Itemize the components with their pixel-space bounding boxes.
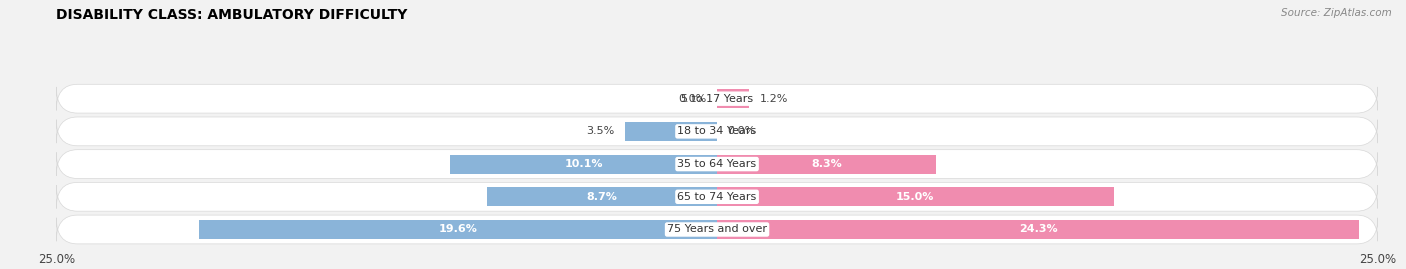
Bar bbox=[717, 187, 1114, 206]
Text: 0.0%: 0.0% bbox=[728, 126, 756, 136]
Bar bbox=[717, 89, 749, 108]
Text: 65 to 74 Years: 65 to 74 Years bbox=[678, 192, 756, 202]
Text: 3.5%: 3.5% bbox=[586, 126, 614, 136]
Bar bbox=[200, 220, 717, 239]
Text: 8.3%: 8.3% bbox=[811, 159, 842, 169]
Text: 35 to 64 Years: 35 to 64 Years bbox=[678, 159, 756, 169]
Bar bbox=[486, 187, 717, 206]
FancyBboxPatch shape bbox=[56, 182, 1378, 211]
Bar bbox=[717, 220, 1360, 239]
Text: 18 to 34 Years: 18 to 34 Years bbox=[678, 126, 756, 136]
FancyBboxPatch shape bbox=[56, 117, 1378, 146]
Text: 15.0%: 15.0% bbox=[896, 192, 935, 202]
FancyBboxPatch shape bbox=[56, 84, 1378, 113]
Text: 1.2%: 1.2% bbox=[759, 94, 787, 104]
FancyBboxPatch shape bbox=[56, 150, 1378, 178]
Text: 8.7%: 8.7% bbox=[586, 192, 617, 202]
Text: DISABILITY CLASS: AMBULATORY DIFFICULTY: DISABILITY CLASS: AMBULATORY DIFFICULTY bbox=[56, 8, 408, 22]
Text: 24.3%: 24.3% bbox=[1019, 225, 1057, 235]
Bar bbox=[624, 122, 717, 141]
Text: 0.0%: 0.0% bbox=[678, 94, 706, 104]
Text: 5 to 17 Years: 5 to 17 Years bbox=[681, 94, 754, 104]
Text: 75 Years and over: 75 Years and over bbox=[666, 225, 768, 235]
Text: 19.6%: 19.6% bbox=[439, 225, 478, 235]
Bar bbox=[717, 155, 936, 174]
Text: Source: ZipAtlas.com: Source: ZipAtlas.com bbox=[1281, 8, 1392, 18]
Text: 10.1%: 10.1% bbox=[564, 159, 603, 169]
FancyBboxPatch shape bbox=[56, 215, 1378, 244]
Bar bbox=[450, 155, 717, 174]
